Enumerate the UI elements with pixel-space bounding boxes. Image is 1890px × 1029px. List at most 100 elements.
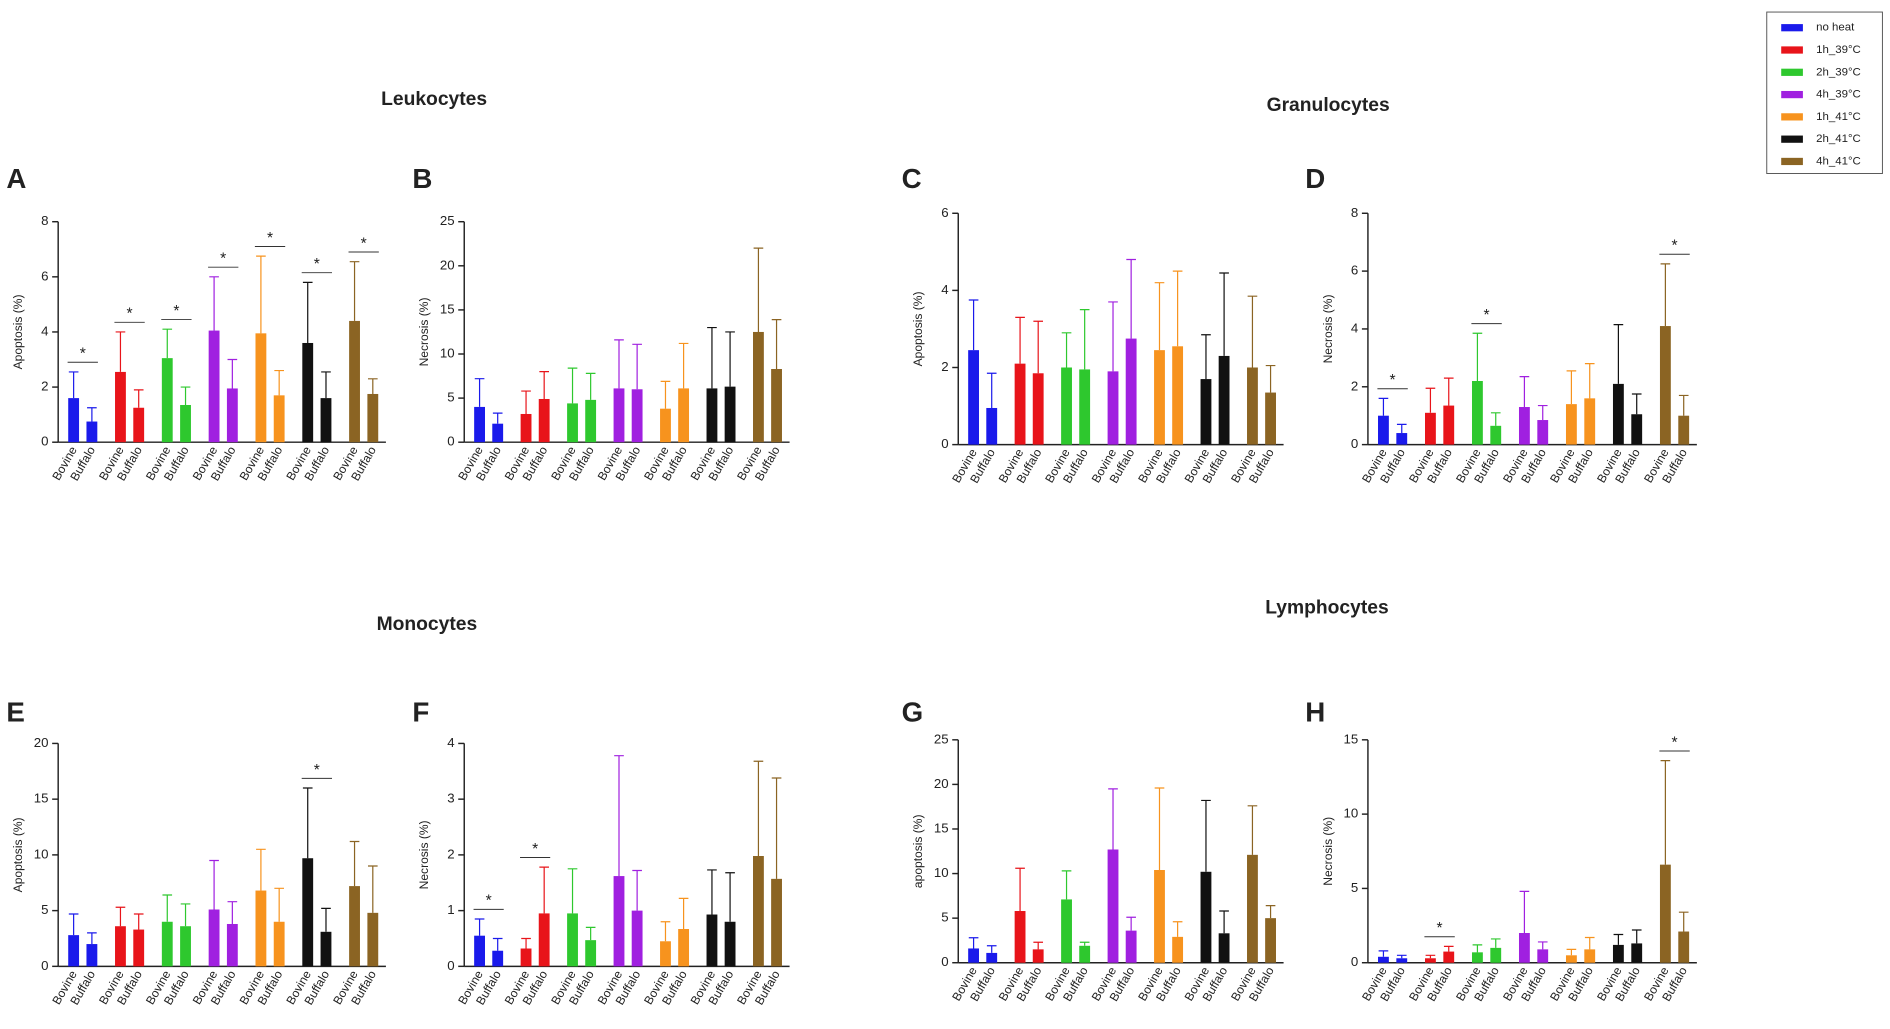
y-axis-label: Necrosis (%): [417, 820, 431, 889]
y-tick-label: 0: [941, 436, 948, 451]
error-bar: [1378, 950, 1389, 957]
panel-letter: F: [412, 697, 429, 728]
bar: [115, 371, 126, 443]
bar: [1443, 951, 1455, 963]
bar: [1107, 849, 1119, 963]
error-bar: [1396, 954, 1407, 959]
error-bar: [87, 407, 97, 422]
y-tick-label: 1: [447, 902, 454, 917]
bar: [753, 331, 764, 443]
y-tick-label: 2: [941, 359, 948, 374]
error-bar: [1126, 916, 1136, 931]
y-tick-label: 20: [440, 257, 455, 272]
y-tick-label: 4: [41, 323, 48, 338]
bar: [678, 388, 690, 443]
error-bar: [1154, 282, 1165, 351]
bar: [349, 886, 360, 967]
bar: [349, 320, 360, 443]
error-bar: [725, 331, 735, 387]
error-bar: [753, 247, 764, 332]
y-tick-label: 0: [941, 954, 948, 969]
error-bar: [1033, 320, 1044, 374]
bar: [320, 398, 332, 443]
error-bar: [474, 378, 485, 407]
error-bar: [660, 380, 671, 409]
y-tick-label: 25: [934, 731, 949, 746]
error-bar: [1584, 936, 1595, 950]
bar: [367, 393, 379, 443]
y-tick-label: 8: [1351, 205, 1358, 220]
error-bar: [302, 281, 313, 343]
legend-swatch: [1781, 24, 1803, 32]
bar: [302, 858, 314, 967]
bar: [706, 388, 718, 443]
significance-star: *: [1484, 307, 1490, 324]
bar: [1678, 931, 1690, 963]
legend-label: 1h_41°C: [1816, 111, 1861, 123]
y-axis-label: Necrosis (%): [417, 298, 431, 367]
y-tick-label: 0: [1351, 954, 1358, 969]
y-axis-label: apoptosis (%): [911, 814, 925, 888]
error-bar: [87, 932, 97, 945]
error-bar: [968, 937, 979, 949]
error-bar: [1219, 272, 1229, 356]
error-bar: [1015, 867, 1025, 912]
panel-letter: C: [902, 163, 922, 194]
bar: [1061, 899, 1072, 963]
error-bar: [209, 276, 219, 331]
y-tick-label: 0: [447, 434, 454, 449]
bar: [585, 940, 597, 967]
bar: [1125, 930, 1137, 963]
error-bar: [209, 859, 219, 910]
bar: [180, 404, 191, 443]
bar: [538, 398, 550, 443]
error-bar: [1108, 301, 1118, 372]
bar: [1014, 363, 1026, 445]
error-bar: [1172, 921, 1183, 937]
bar: [1154, 869, 1165, 963]
bar: [492, 950, 504, 967]
error-bar: [180, 903, 191, 927]
error-bar: [68, 371, 79, 399]
significance-star: *: [127, 306, 133, 323]
panel-letter: B: [412, 163, 432, 194]
error-bar: [521, 937, 531, 949]
y-tick-label: 5: [447, 390, 454, 405]
bar: [492, 423, 504, 443]
legend-label: 4h_39°C: [1816, 89, 1861, 101]
error-bar: [227, 901, 238, 924]
y-axis-label: Necrosis (%): [1321, 817, 1335, 886]
bar: [1471, 952, 1483, 963]
section-title: Leukocytes: [381, 89, 487, 110]
y-tick-label: 2: [41, 379, 48, 394]
significance-star: *: [486, 893, 492, 910]
bar: [520, 413, 532, 443]
y-tick-label: 20: [34, 735, 49, 750]
y-tick-label: 8: [41, 213, 48, 228]
y-tick-label: 15: [1344, 731, 1359, 746]
error-bar: [1265, 905, 1276, 919]
y-axis-label: Apoptosis (%): [911, 291, 925, 366]
error-bar: [1425, 387, 1436, 413]
error-bar: [1396, 423, 1407, 434]
error-bar: [115, 331, 126, 372]
error-bar: [1613, 324, 1624, 384]
bar: [273, 395, 285, 443]
bar: [631, 389, 643, 443]
error-bar: [1079, 309, 1090, 370]
bar: [1079, 945, 1091, 963]
error-bar: [1631, 393, 1642, 415]
bar: [1061, 367, 1072, 445]
significance-star: *: [314, 762, 320, 779]
bar: [613, 388, 625, 443]
error-bar: [1537, 941, 1548, 950]
error-bar: [1613, 933, 1624, 945]
bar: [1378, 415, 1389, 445]
significance-star: *: [1672, 238, 1678, 255]
y-tick-label: 4: [1351, 320, 1358, 335]
bar: [538, 913, 550, 967]
bar: [1584, 398, 1596, 445]
bar: [660, 408, 671, 443]
y-tick-label: 6: [941, 205, 948, 220]
